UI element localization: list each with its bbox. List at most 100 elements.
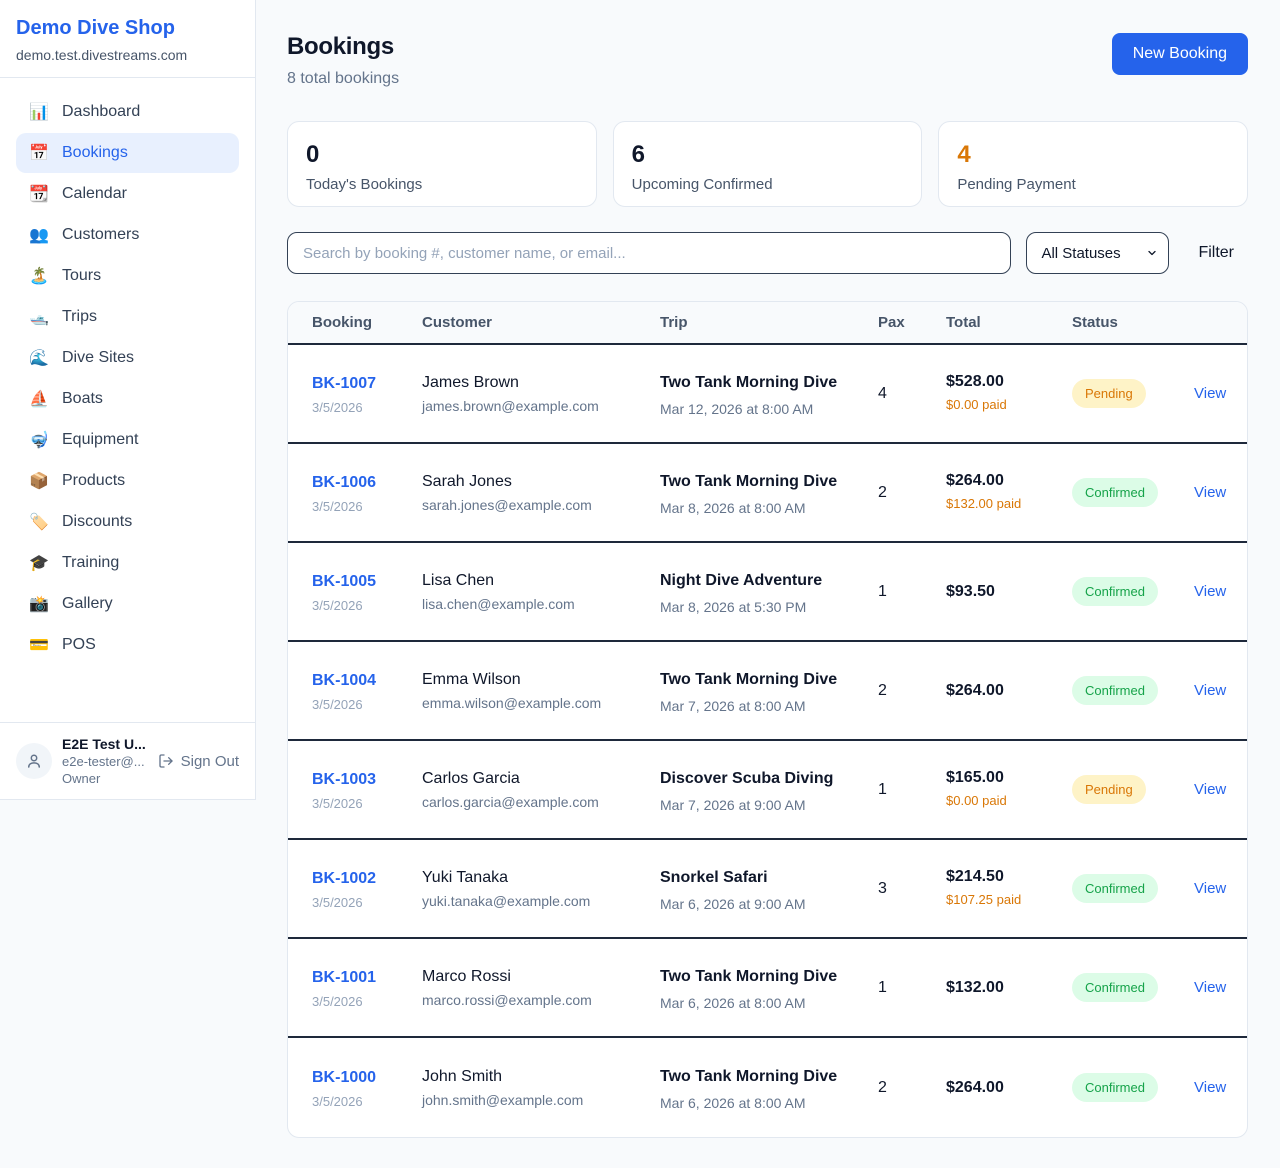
booking-date: 3/5/2026 — [312, 597, 363, 613]
equipment-icon: 🤿 — [29, 432, 49, 449]
booking-id-link[interactable]: BK-1003 — [312, 771, 377, 789]
stat-value: 0 — [306, 141, 320, 168]
sidebar-item-dive-sites[interactable]: 🌊 Dive Sites — [16, 338, 239, 378]
dive-sites-icon: 🌊 — [29, 350, 49, 367]
view-link[interactable]: View — [1194, 879, 1227, 897]
sidebar-item-label: Gallery — [62, 595, 113, 612]
sidebar-item-training[interactable]: 🎓 Training — [16, 543, 239, 583]
filters-row: All Statuses Filter — [287, 232, 1248, 274]
search-input[interactable] — [287, 232, 1012, 274]
customer-email: emma.wilson@example.com — [422, 694, 602, 711]
filter-button[interactable]: Filter — [1184, 244, 1248, 262]
training-icon: 🎓 — [29, 555, 49, 572]
user-icon — [25, 752, 43, 770]
customer-name: Marco Rossi — [422, 967, 511, 985]
table-row: BK-1001 3/5/2026 Marco Rossi marco.rossi… — [288, 939, 1247, 1038]
customer-name: Lisa Chen — [422, 571, 495, 589]
trip-name: Night Dive Adventure — [660, 571, 823, 589]
sign-out-button[interactable]: Sign Out — [158, 753, 239, 770]
pax-cell: 1 — [878, 978, 887, 996]
sidebar-item-pos[interactable]: 💳 POS — [16, 625, 239, 665]
bookings-table: Booking Customer Trip Pax Total Status B… — [287, 301, 1248, 1138]
sidebar-item-label: POS — [62, 636, 96, 653]
view-link[interactable]: View — [1194, 384, 1227, 402]
view-link[interactable]: View — [1194, 1078, 1227, 1096]
total-cell: $132.00 — [946, 979, 1072, 997]
sidebar-item-bookings[interactable]: 📅 Bookings — [16, 133, 239, 173]
view-link[interactable]: View — [1194, 681, 1227, 699]
booking-id-link[interactable]: BK-1005 — [312, 573, 377, 591]
trip-cell: Snorkel Safari Mar 6, 2026 at 9:00 AM — [660, 866, 878, 912]
total-amount: $264.00 — [946, 471, 1004, 489]
actions-cell: View — [1194, 781, 1226, 799]
customer-cell: Lisa Chen lisa.chen@example.com — [422, 572, 660, 612]
status-filter-select[interactable]: All Statuses — [1026, 232, 1170, 274]
trip-cell: Two Tank Morning Dive Mar 12, 2026 at 8:… — [660, 371, 878, 417]
column-header-booking: Booking — [312, 314, 372, 331]
actions-cell: View — [1194, 1079, 1226, 1097]
pax-cell: 2 — [878, 681, 887, 699]
actions-cell: View — [1194, 583, 1226, 601]
sidebar-item-trips[interactable]: 🛥️ Trips — [16, 297, 239, 337]
stats-row: 0 Today's Bookings 6 Upcoming Confirmed … — [287, 121, 1248, 207]
total-amount: $264.00 — [946, 681, 1004, 699]
sidebar-item-gallery[interactable]: 📸 Gallery — [16, 584, 239, 624]
tours-icon: 🏝️ — [29, 268, 49, 285]
sidebar-item-calendar[interactable]: 📆 Calendar — [16, 174, 239, 214]
sidebar-item-discounts[interactable]: 🏷️ Discounts — [16, 502, 239, 542]
sidebar-item-label: Dive Sites — [62, 349, 135, 366]
dashboard-icon: 📊 — [29, 104, 49, 121]
sidebar-item-tours[interactable]: 🏝️ Tours — [16, 256, 239, 296]
booking-id-link[interactable]: BK-1001 — [312, 969, 377, 987]
column-header-pax: Pax — [878, 314, 905, 331]
bookings-icon: 📅 — [29, 145, 49, 162]
booking-id-link[interactable]: BK-1006 — [312, 474, 377, 492]
trip-name: Snorkel Safari — [660, 868, 768, 886]
booking-id-link[interactable]: BK-1004 — [312, 672, 377, 690]
customer-cell: Sarah Jones sarah.jones@example.com — [422, 473, 660, 513]
sidebar-item-products[interactable]: 📦 Products — [16, 461, 239, 501]
status-cell: Pending — [1072, 775, 1194, 804]
view-link[interactable]: View — [1194, 978, 1227, 996]
booking-id-link[interactable]: BK-1000 — [312, 1069, 377, 1087]
booking-date: 3/5/2026 — [312, 399, 363, 415]
page-header: Bookings 8 total bookings New Booking — [287, 33, 1248, 88]
trip-cell: Night Dive Adventure Mar 8, 2026 at 5:30… — [660, 569, 878, 615]
status-badge: Confirmed — [1072, 973, 1158, 1002]
view-link[interactable]: View — [1194, 582, 1227, 600]
sidebar-item-customers[interactable]: 👥 Customers — [16, 215, 239, 255]
sidebar-item-dashboard[interactable]: 📊 Dashboard — [16, 92, 239, 132]
table-header-row: Booking Customer Trip Pax Total Status — [288, 302, 1247, 345]
sidebar-item-label: Dashboard — [62, 103, 141, 120]
actions-cell: View — [1194, 385, 1226, 403]
status-badge: Confirmed — [1072, 478, 1158, 507]
sidebar-item-label: Training — [62, 554, 120, 571]
actions-cell: View — [1194, 484, 1226, 502]
total-amount: $214.50 — [946, 867, 1004, 885]
total-amount: $264.00 — [946, 1078, 1004, 1096]
view-link[interactable]: View — [1194, 483, 1227, 501]
booking-id-link[interactable]: BK-1002 — [312, 870, 377, 888]
sidebar-item-boats[interactable]: ⛵ Boats — [16, 379, 239, 419]
trip-datetime: Mar 6, 2026 at 9:00 AM — [660, 895, 806, 912]
booking-id-link[interactable]: BK-1007 — [312, 375, 377, 393]
customer-name: Carlos Garcia — [422, 769, 520, 787]
view-link[interactable]: View — [1194, 780, 1227, 798]
booking-cell: BK-1002 3/5/2026 — [312, 867, 422, 909]
total-amount: $93.50 — [946, 582, 995, 600]
user-email: e2e-tester@... — [62, 754, 145, 769]
sidebar-item-equipment[interactable]: 🤿 Equipment — [16, 420, 239, 460]
amount-paid: $0.00 paid — [946, 792, 1007, 808]
customer-email: yuki.tanaka@example.com — [422, 892, 591, 909]
new-booking-button[interactable]: New Booking — [1111, 33, 1248, 75]
trip-datetime: Mar 8, 2026 at 5:30 PM — [660, 598, 807, 615]
customer-cell: Marco Rossi marco.rossi@example.com — [422, 968, 660, 1008]
sidebar-item-label: Trips — [62, 308, 97, 325]
stat-card-upcoming-confirmed: 6 Upcoming Confirmed — [612, 121, 923, 207]
column-header-status: Status — [1072, 314, 1118, 331]
trip-name: Two Tank Morning Dive — [660, 373, 838, 391]
status-cell: Confirmed — [1072, 577, 1194, 606]
customers-icon: 👥 — [29, 227, 49, 244]
boats-icon: ⛵ — [29, 391, 49, 408]
total-cell: $165.00 $0.00 paid — [946, 769, 1072, 810]
